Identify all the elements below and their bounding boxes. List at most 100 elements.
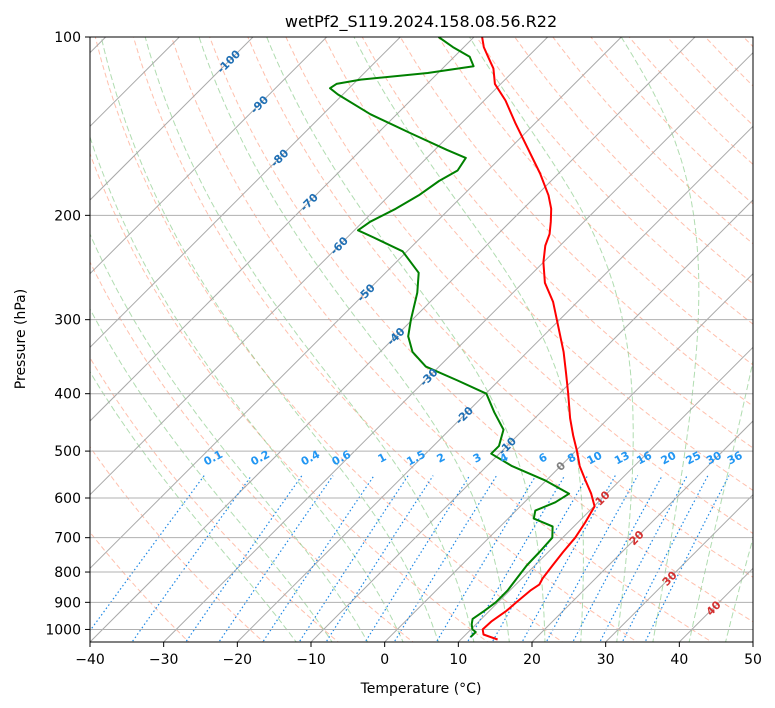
moist-adiabat xyxy=(90,308,333,642)
mixing-ratio-line xyxy=(435,475,537,642)
x-tick-label: 20 xyxy=(523,652,541,668)
mixing-ratio-line xyxy=(545,475,639,642)
x-tick-label: 40 xyxy=(670,652,688,668)
dry-adiabat xyxy=(94,37,564,642)
y-tick-label: 400 xyxy=(54,387,81,403)
dry-adiabat xyxy=(476,37,753,325)
isotherm xyxy=(236,125,753,642)
isotherm-label: -100 xyxy=(215,47,244,76)
moist-adiabat xyxy=(90,370,297,642)
moist-adiabat xyxy=(620,37,700,642)
mixing-ratio-line xyxy=(393,475,498,642)
isotherm xyxy=(90,37,549,496)
mixing-ratio-line xyxy=(521,475,616,642)
x-tick-label: −10 xyxy=(296,652,326,668)
dry-adiabat xyxy=(285,37,753,535)
dry-adiabat xyxy=(704,37,753,87)
mixing-ratio-line xyxy=(572,475,663,642)
pressure-gridlines xyxy=(90,36,753,630)
dry-adiabat xyxy=(437,37,753,366)
mixing-ratio-line xyxy=(644,475,730,642)
y-tick-label: 800 xyxy=(54,565,81,581)
x-axis-label: Temperature (°C) xyxy=(360,681,482,697)
y-tick-label: 100 xyxy=(54,30,81,46)
isotherm xyxy=(678,567,753,642)
isotherm xyxy=(90,37,696,642)
isotherm xyxy=(163,51,753,642)
isotherm-label: -90 xyxy=(248,93,271,116)
dry-adiabat xyxy=(590,37,753,205)
isotherm xyxy=(90,37,328,275)
y-tick-label: 200 xyxy=(54,208,81,224)
isotherm xyxy=(310,199,753,642)
mixing-ratio-line xyxy=(599,475,688,642)
mixing-ratio-line xyxy=(131,475,252,642)
mixing-ratio-label: 20 xyxy=(659,449,679,468)
moist-adiabat xyxy=(725,536,753,642)
isotherm xyxy=(90,37,622,570)
dry-adiabat xyxy=(90,446,265,642)
isotherm-label: -20 xyxy=(453,404,476,427)
mixing-ratio-label: 30 xyxy=(704,449,724,468)
y-tick-label: 500 xyxy=(54,444,81,460)
mixing-ratio-label: 36 xyxy=(725,449,745,468)
x-tick-label: 10 xyxy=(449,652,467,668)
isotherm-label: -30 xyxy=(417,366,440,389)
isotherm xyxy=(90,37,254,201)
mixing-ratio-line xyxy=(466,475,566,642)
dry-adiabat xyxy=(171,37,713,642)
isotherm xyxy=(384,272,753,642)
isotherm xyxy=(457,346,753,642)
mixing-ratio-line xyxy=(621,475,709,642)
plot-frame xyxy=(89,36,754,643)
isotherm-label: -50 xyxy=(355,281,378,304)
y-tick-label: 300 xyxy=(54,313,81,329)
y-tick-label: 600 xyxy=(54,491,81,507)
mixing-ratio-label: 2 xyxy=(435,451,448,466)
mixing-ratio-label: 13 xyxy=(612,449,632,468)
mixing-ratio-label: 6 xyxy=(537,450,550,465)
mixing-ratio-line xyxy=(325,475,434,642)
y-tick-label: 1000 xyxy=(45,622,81,638)
mixing-ratio-label: 1 xyxy=(376,451,389,466)
y-axis: 100 200 300 400 500 600 700 800 900 1000 xyxy=(45,30,90,638)
moist-adiabat xyxy=(90,232,369,642)
x-axis: −40 −30 −20 −10 0 10 20 30 40 50 xyxy=(75,642,762,668)
dry-adiabat xyxy=(323,37,753,491)
dry-adiabat xyxy=(90,152,489,642)
moist-adiabat xyxy=(144,37,475,642)
mixing-ratio-label: 3 xyxy=(471,451,484,466)
moist-adiabat xyxy=(198,37,510,642)
dry-adiabat xyxy=(514,37,753,285)
isotherm xyxy=(531,420,753,642)
mixing-ratio-label: 25 xyxy=(684,449,704,468)
mixing-ratio-line xyxy=(262,475,375,642)
moist-adiabat xyxy=(688,358,753,642)
line-labels: 0.1 0.2 0.4 0.6 1 1.5 2 3 4 6 8 10 13 16 20 25 30 36-100-… xyxy=(202,47,745,618)
x-tick-label: −20 xyxy=(223,652,253,668)
isotherm xyxy=(752,641,753,642)
chart-title: wetPf2_S119.2024.158.08.56.R22 xyxy=(285,12,557,32)
dry-adiabat xyxy=(552,37,753,245)
moist-adiabat xyxy=(90,135,404,642)
profiles xyxy=(329,37,596,641)
mixing-ratio-line xyxy=(491,475,589,642)
mixing-ratio-line xyxy=(185,475,303,642)
y-tick-label: 700 xyxy=(54,531,81,547)
x-tick-label: 0 xyxy=(380,652,389,668)
moist-adiabat xyxy=(266,37,546,642)
mixing-ratio-line xyxy=(218,475,334,642)
isotherm xyxy=(90,37,475,422)
temperature-profile xyxy=(481,37,596,641)
mixing-ratio-label: 16 xyxy=(634,449,654,468)
mixing-ratio-label: 10 xyxy=(585,449,605,468)
x-tick-label: −40 xyxy=(75,652,105,668)
x-tick-label: −30 xyxy=(149,652,179,668)
background-lines xyxy=(90,37,753,642)
x-tick-label: 30 xyxy=(597,652,615,668)
dry-adiabat xyxy=(361,37,753,449)
mixing-ratio-line xyxy=(298,475,409,642)
y-axis-label: Pressure (hPa) xyxy=(13,289,29,389)
moist-adiabat xyxy=(468,37,634,642)
dry-adiabat xyxy=(399,37,753,407)
